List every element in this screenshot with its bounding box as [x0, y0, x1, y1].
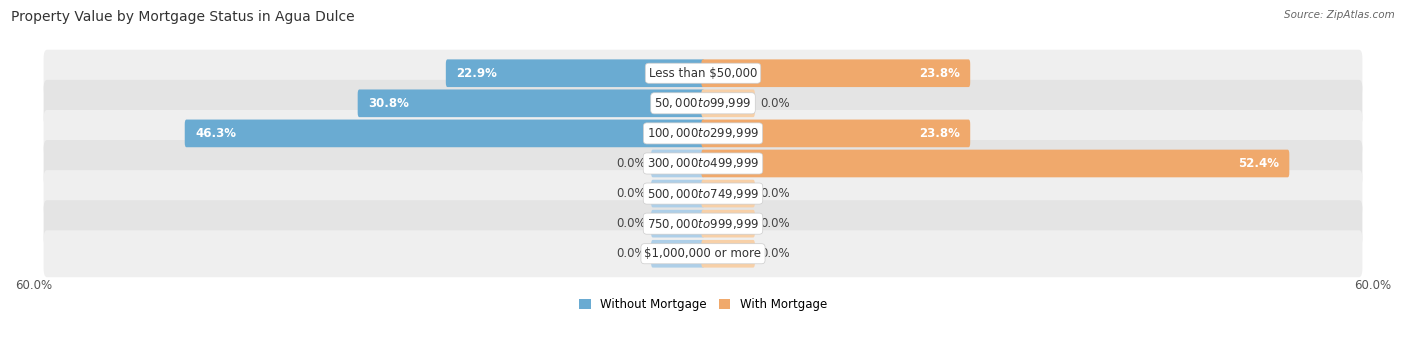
Text: 30.8%: 30.8% — [368, 97, 409, 110]
FancyBboxPatch shape — [44, 140, 1362, 187]
Text: Source: ZipAtlas.com: Source: ZipAtlas.com — [1284, 10, 1395, 20]
FancyBboxPatch shape — [651, 180, 704, 207]
FancyBboxPatch shape — [702, 150, 1289, 177]
FancyBboxPatch shape — [702, 180, 755, 207]
Text: $50,000 to $99,999: $50,000 to $99,999 — [654, 96, 752, 110]
FancyBboxPatch shape — [44, 200, 1362, 247]
FancyBboxPatch shape — [184, 120, 704, 147]
Text: $300,000 to $499,999: $300,000 to $499,999 — [647, 156, 759, 170]
FancyBboxPatch shape — [44, 50, 1362, 97]
Text: 46.3%: 46.3% — [195, 127, 236, 140]
FancyBboxPatch shape — [651, 210, 704, 238]
Text: $750,000 to $999,999: $750,000 to $999,999 — [647, 217, 759, 231]
FancyBboxPatch shape — [44, 110, 1362, 157]
Text: 0.0%: 0.0% — [759, 97, 790, 110]
FancyBboxPatch shape — [651, 240, 704, 268]
Text: 23.8%: 23.8% — [918, 67, 960, 80]
Text: Property Value by Mortgage Status in Agua Dulce: Property Value by Mortgage Status in Agu… — [11, 10, 354, 24]
Text: 0.0%: 0.0% — [616, 157, 647, 170]
FancyBboxPatch shape — [44, 80, 1362, 127]
FancyBboxPatch shape — [357, 89, 704, 117]
Text: 52.4%: 52.4% — [1237, 157, 1278, 170]
FancyBboxPatch shape — [702, 59, 970, 87]
Text: Less than $50,000: Less than $50,000 — [648, 67, 758, 80]
Text: 22.9%: 22.9% — [457, 67, 498, 80]
Text: 0.0%: 0.0% — [616, 187, 647, 200]
Text: 0.0%: 0.0% — [759, 217, 790, 230]
FancyBboxPatch shape — [44, 230, 1362, 277]
FancyBboxPatch shape — [702, 210, 755, 238]
Text: $100,000 to $299,999: $100,000 to $299,999 — [647, 126, 759, 140]
Text: 0.0%: 0.0% — [616, 247, 647, 260]
Text: 0.0%: 0.0% — [616, 217, 647, 230]
Text: 0.0%: 0.0% — [759, 187, 790, 200]
Text: $500,000 to $749,999: $500,000 to $749,999 — [647, 187, 759, 201]
FancyBboxPatch shape — [702, 240, 755, 268]
FancyBboxPatch shape — [446, 59, 704, 87]
Text: 0.0%: 0.0% — [759, 247, 790, 260]
FancyBboxPatch shape — [702, 120, 970, 147]
FancyBboxPatch shape — [702, 89, 755, 117]
Text: 23.8%: 23.8% — [918, 127, 960, 140]
FancyBboxPatch shape — [651, 150, 704, 177]
FancyBboxPatch shape — [44, 170, 1362, 217]
Legend: Without Mortgage, With Mortgage: Without Mortgage, With Mortgage — [574, 293, 832, 316]
Text: $1,000,000 or more: $1,000,000 or more — [644, 247, 762, 260]
